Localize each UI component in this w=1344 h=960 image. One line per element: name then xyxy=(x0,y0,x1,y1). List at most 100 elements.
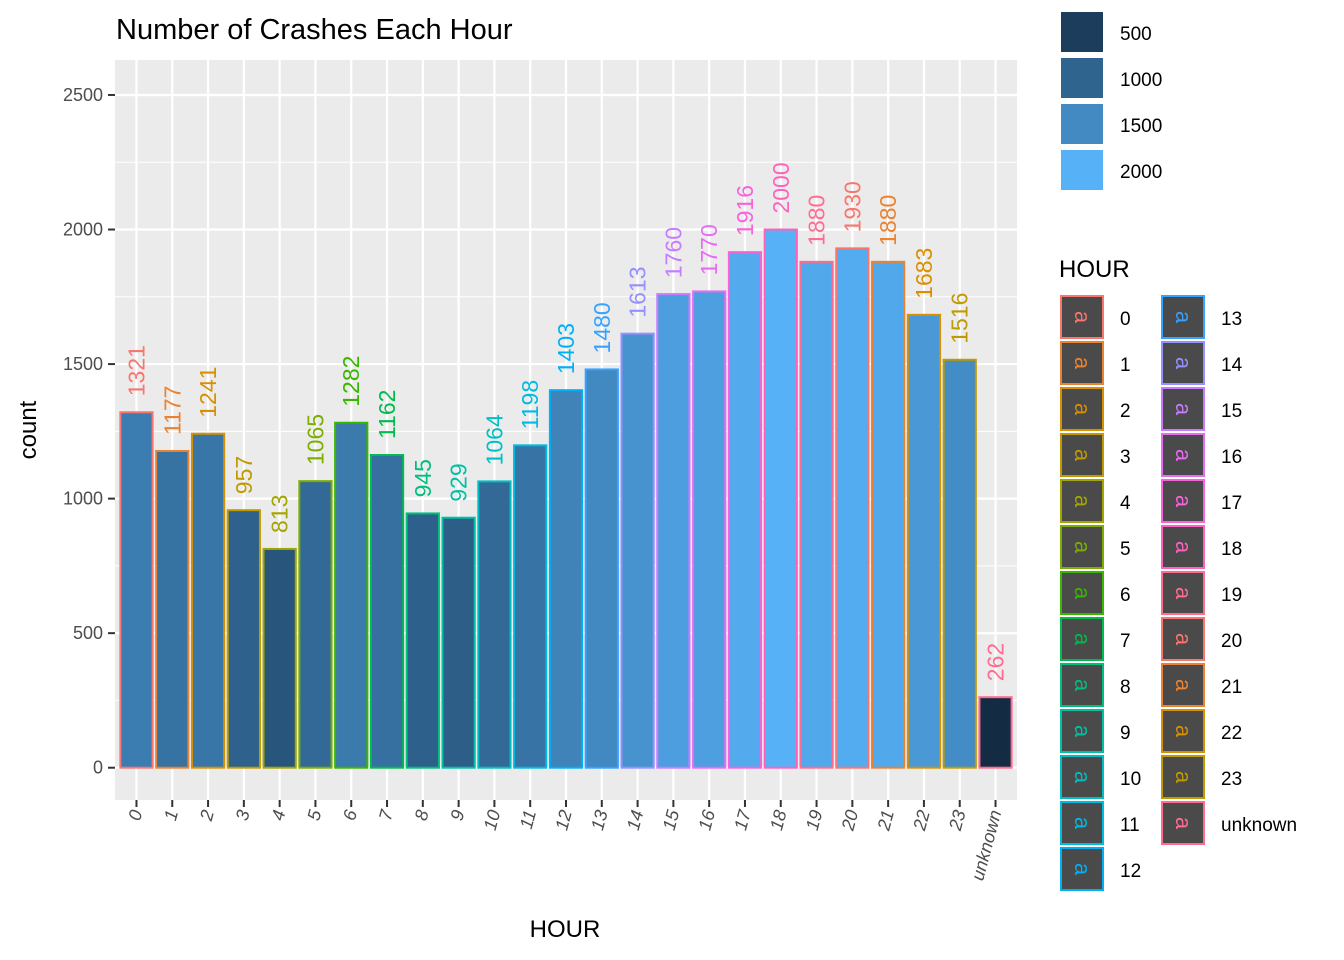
data-label: 1760 xyxy=(660,227,686,278)
color-legend-label: 5 xyxy=(1120,539,1131,560)
x-tick-label: 10 xyxy=(480,808,505,833)
bar xyxy=(692,290,727,769)
data-label: 1403 xyxy=(553,323,579,374)
color-legend-label: 9 xyxy=(1120,723,1131,744)
data-label: 1065 xyxy=(302,414,328,465)
color-legend-key xyxy=(1060,525,1104,569)
bar xyxy=(369,454,405,769)
color-legend-glyph: a xyxy=(1070,449,1095,462)
x-tick-label: 20 xyxy=(837,808,862,833)
bar xyxy=(799,260,834,769)
color-legend-label: unknown xyxy=(1221,815,1297,836)
color-legend-label: 21 xyxy=(1221,677,1242,698)
color-legend-key xyxy=(1060,755,1104,799)
bar xyxy=(763,228,798,769)
bar xyxy=(906,313,942,769)
fill-legend-swatch xyxy=(1061,150,1103,190)
bar xyxy=(441,516,476,769)
bar xyxy=(835,247,870,769)
data-label: 1198 xyxy=(517,380,543,429)
x-tick-label: 5 xyxy=(303,807,325,823)
color-legend-glyph: a xyxy=(1070,311,1095,324)
color-legend-key xyxy=(1161,571,1205,615)
data-label: 1880 xyxy=(875,195,901,246)
color-legend-key xyxy=(1161,525,1205,569)
color-legend-key xyxy=(1161,801,1205,845)
color-legend-label: 16 xyxy=(1221,447,1242,468)
x-tick-label: 15 xyxy=(659,807,684,832)
color-legend-glyph: a xyxy=(1070,679,1095,692)
data-label: 1064 xyxy=(481,414,507,465)
color-legend-glyph: a xyxy=(1171,633,1196,646)
color-legend-label: 20 xyxy=(1221,631,1242,652)
color-legend-label: 4 xyxy=(1120,493,1131,514)
x-tick-label: 8 xyxy=(411,808,433,823)
data-label: 1321 xyxy=(123,345,149,396)
color-legend-glyph: a xyxy=(1171,587,1196,600)
color-legend-label: 13 xyxy=(1221,309,1242,330)
y-axis-title: count xyxy=(15,400,42,459)
bar xyxy=(584,368,619,769)
bar xyxy=(477,480,512,769)
color-legend-label: 1 xyxy=(1120,355,1131,376)
data-label: 1516 xyxy=(947,293,973,344)
x-tick-label: 21 xyxy=(873,808,898,833)
data-label: 262 xyxy=(983,643,1009,681)
y-tick-label: 1500 xyxy=(63,354,103,374)
y-axis: 0 500 1000 1500 2000 2500 xyxy=(63,85,115,778)
fill-legend-label: 1000 xyxy=(1120,70,1162,91)
bar xyxy=(548,389,584,769)
color-legend-glyph: a xyxy=(1171,771,1196,784)
x-tick-label: 13 xyxy=(587,808,612,833)
x-tick-label: 22 xyxy=(909,808,934,833)
x-tick-label: 1 xyxy=(160,808,182,823)
bar xyxy=(155,449,190,769)
color-legend-glyph: a xyxy=(1171,817,1196,830)
color-legend-label: 22 xyxy=(1221,723,1242,744)
bar xyxy=(119,411,154,769)
x-tick-label: 7 xyxy=(375,807,397,823)
color-legend-key xyxy=(1060,295,1104,339)
data-label: 1241 xyxy=(195,367,221,418)
x-tick-label: 6 xyxy=(339,807,361,823)
color-legend-glyph: a xyxy=(1171,357,1196,370)
bar xyxy=(405,512,440,769)
bar xyxy=(942,358,977,769)
y-tick-label: 0 xyxy=(93,758,103,778)
data-label: 813 xyxy=(267,495,293,533)
fill-legend-swatch xyxy=(1061,104,1103,144)
data-label: 1613 xyxy=(625,266,651,317)
color-legend-glyph: a xyxy=(1171,541,1196,554)
fill-legend: 500 1000 1500 2000 xyxy=(1061,12,1162,190)
color-legend-glyph: a xyxy=(1070,403,1095,416)
color-legend-label: 10 xyxy=(1120,769,1141,790)
x-tick-label: 3 xyxy=(232,808,254,823)
color-legend-key xyxy=(1161,479,1205,523)
color-legend-glyph: a xyxy=(1171,725,1196,738)
color-legend-key xyxy=(1161,433,1205,477)
color-legend-glyph: a xyxy=(1171,495,1196,508)
y-tick-label: 2000 xyxy=(63,220,103,240)
color-legend-label: 2 xyxy=(1120,401,1131,422)
color-legend-label: 17 xyxy=(1221,493,1242,514)
color-legend-glyph: a xyxy=(1070,771,1095,784)
bar xyxy=(298,480,333,769)
color-legend-label: 6 xyxy=(1120,585,1131,606)
color-legend-key xyxy=(1060,571,1104,615)
x-tick-label: 19 xyxy=(802,808,827,833)
color-legend-key xyxy=(1060,387,1104,431)
color-legend-key xyxy=(1161,755,1205,799)
x-axis: 0 1 2 3 4 5 6 7 8 9 10 11 12 13 14 15 16 17 18 19 20 21 22 23un… xyxy=(124,800,1005,883)
bar xyxy=(190,432,226,769)
color-legend-key xyxy=(1161,617,1205,661)
color-legend: a 0 a 1 a 2 a 3 a 4 a 5 a 6 a 7 a 8 a 9 a 10 a 11 a 12 a 13 a 14 a 15 a 1… xyxy=(1060,295,1297,891)
color-legend-key xyxy=(1060,801,1104,845)
color-legend-key xyxy=(1060,479,1104,523)
color-legend-glyph: a xyxy=(1070,725,1095,738)
color-legend-label: 7 xyxy=(1120,631,1131,652)
data-label: 2000 xyxy=(768,162,794,213)
x-tick-label: 9 xyxy=(447,808,469,823)
color-legend-label: 23 xyxy=(1221,769,1242,790)
color-legend-label: 18 xyxy=(1221,539,1242,560)
